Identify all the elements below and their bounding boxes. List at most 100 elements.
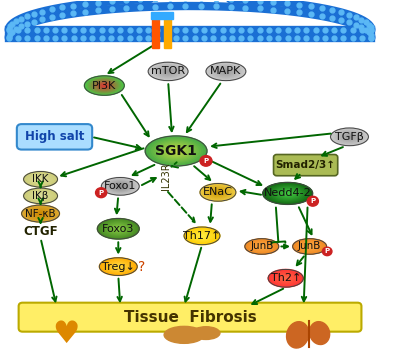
Ellipse shape: [307, 245, 312, 247]
Text: Foxo1: Foxo1: [104, 181, 136, 191]
Ellipse shape: [114, 183, 127, 190]
Ellipse shape: [152, 64, 184, 79]
Ellipse shape: [343, 134, 356, 140]
Ellipse shape: [214, 66, 237, 77]
Ellipse shape: [35, 211, 46, 216]
Ellipse shape: [256, 244, 268, 249]
Ellipse shape: [282, 277, 290, 280]
Ellipse shape: [300, 242, 319, 251]
Ellipse shape: [108, 262, 129, 272]
Ellipse shape: [205, 186, 231, 199]
Ellipse shape: [308, 246, 311, 247]
Ellipse shape: [155, 66, 181, 77]
Ellipse shape: [206, 187, 230, 198]
Ellipse shape: [32, 175, 49, 183]
Ellipse shape: [34, 176, 47, 182]
Ellipse shape: [336, 131, 363, 143]
Ellipse shape: [30, 191, 52, 201]
Text: MAPK: MAPK: [210, 66, 242, 76]
Text: P: P: [310, 198, 315, 204]
Ellipse shape: [37, 178, 44, 181]
Ellipse shape: [87, 77, 122, 94]
Ellipse shape: [32, 210, 49, 217]
Ellipse shape: [340, 132, 359, 141]
Ellipse shape: [193, 231, 211, 240]
Ellipse shape: [147, 137, 205, 165]
Ellipse shape: [277, 274, 294, 283]
Ellipse shape: [161, 143, 192, 158]
Ellipse shape: [284, 192, 291, 195]
Ellipse shape: [99, 219, 138, 238]
Text: ENaC: ENaC: [203, 187, 233, 197]
Ellipse shape: [215, 191, 220, 193]
Ellipse shape: [157, 66, 180, 77]
Text: JunB: JunB: [250, 241, 274, 251]
Ellipse shape: [306, 245, 313, 248]
Ellipse shape: [167, 147, 185, 155]
Ellipse shape: [112, 263, 125, 270]
Ellipse shape: [86, 77, 123, 94]
Ellipse shape: [165, 146, 187, 156]
Ellipse shape: [293, 239, 326, 254]
Ellipse shape: [263, 182, 313, 204]
Circle shape: [322, 247, 332, 256]
Ellipse shape: [23, 206, 58, 222]
Text: CTGF: CTGF: [23, 225, 58, 238]
Ellipse shape: [38, 178, 43, 180]
Ellipse shape: [268, 269, 303, 287]
Ellipse shape: [202, 185, 233, 200]
Ellipse shape: [165, 70, 171, 73]
Ellipse shape: [28, 190, 53, 201]
Ellipse shape: [28, 174, 53, 185]
Ellipse shape: [111, 182, 130, 191]
Ellipse shape: [184, 227, 220, 245]
Ellipse shape: [36, 212, 45, 215]
Ellipse shape: [190, 230, 214, 241]
Ellipse shape: [192, 327, 220, 339]
Ellipse shape: [253, 242, 270, 250]
Text: P: P: [98, 190, 104, 196]
Ellipse shape: [38, 195, 43, 197]
Ellipse shape: [223, 70, 229, 73]
Ellipse shape: [102, 259, 134, 274]
Ellipse shape: [224, 71, 227, 72]
Ellipse shape: [158, 67, 178, 76]
Ellipse shape: [115, 184, 126, 189]
Ellipse shape: [216, 67, 236, 76]
Text: Tissue  Fibrosis: Tissue Fibrosis: [124, 310, 256, 325]
Ellipse shape: [31, 209, 50, 218]
Ellipse shape: [99, 258, 137, 275]
Ellipse shape: [208, 187, 228, 197]
Text: Smad2/3↑: Smad2/3↑: [276, 160, 336, 170]
Ellipse shape: [280, 190, 295, 197]
Ellipse shape: [154, 65, 182, 78]
Ellipse shape: [341, 133, 358, 141]
Ellipse shape: [27, 190, 54, 202]
Ellipse shape: [24, 188, 58, 204]
Ellipse shape: [247, 240, 276, 253]
Ellipse shape: [102, 221, 135, 237]
Ellipse shape: [34, 193, 47, 199]
Ellipse shape: [27, 173, 54, 185]
Ellipse shape: [272, 186, 304, 201]
Ellipse shape: [31, 175, 50, 184]
Ellipse shape: [258, 245, 266, 248]
Ellipse shape: [110, 181, 131, 191]
Ellipse shape: [273, 272, 298, 285]
Ellipse shape: [276, 273, 296, 283]
Ellipse shape: [174, 150, 178, 152]
Ellipse shape: [150, 63, 187, 80]
Ellipse shape: [24, 171, 58, 187]
Circle shape: [200, 155, 212, 166]
Ellipse shape: [116, 265, 121, 268]
Bar: [152, 17, 159, 48]
Ellipse shape: [160, 67, 177, 75]
Ellipse shape: [294, 239, 325, 254]
Ellipse shape: [286, 193, 290, 194]
Ellipse shape: [107, 180, 134, 193]
Bar: [164, 17, 171, 48]
Text: Treg↓: Treg↓: [102, 262, 135, 272]
Ellipse shape: [106, 179, 135, 193]
Ellipse shape: [112, 182, 128, 190]
Ellipse shape: [172, 149, 180, 153]
